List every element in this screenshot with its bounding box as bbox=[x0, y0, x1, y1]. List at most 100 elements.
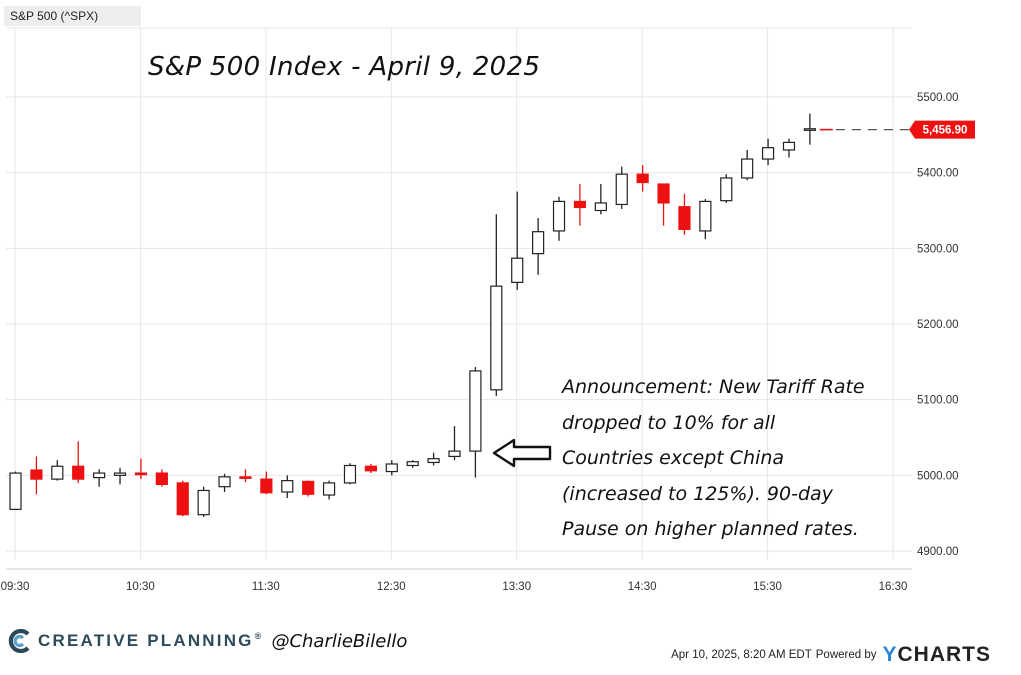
candle bbox=[573, 184, 587, 226]
y-tick-label: 5300.00 bbox=[917, 243, 959, 255]
candle-body bbox=[448, 450, 461, 458]
candle-body bbox=[761, 147, 775, 160]
y-tick-label: 5000.00 bbox=[917, 470, 959, 482]
candle bbox=[197, 486, 210, 517]
candle bbox=[9, 471, 22, 510]
creative-planning-brand: CREATIVE PLANNING® @CharlieBilello bbox=[8, 628, 407, 654]
candle-body bbox=[155, 472, 168, 486]
candle-body bbox=[260, 478, 273, 494]
y-tick-label: 4900.00 bbox=[917, 546, 959, 558]
candle-body bbox=[427, 458, 440, 464]
x-tick-label: 15:30 bbox=[753, 581, 782, 593]
candle-body bbox=[197, 489, 210, 516]
candle bbox=[385, 460, 398, 476]
y-axis: 4900.00 5000.00 5100.00 5200.00 5300.00 5400.… bbox=[917, 92, 959, 558]
candle-body bbox=[385, 463, 398, 473]
candle bbox=[364, 463, 377, 474]
x-tick-label: 11:30 bbox=[252, 581, 280, 593]
x-tick-label: 09:30 bbox=[1, 581, 30, 593]
brand-name: CREATIVE PLANNING® bbox=[38, 631, 263, 651]
chart-title: S&P 500 Index - April 9, 2025 bbox=[148, 52, 541, 82]
candle-body bbox=[343, 464, 357, 484]
candle-body bbox=[615, 173, 628, 206]
candle bbox=[322, 480, 336, 500]
ycharts-text: CHARTS bbox=[897, 643, 991, 666]
candle-body bbox=[72, 465, 85, 480]
candle bbox=[51, 460, 64, 481]
candle-body bbox=[93, 472, 106, 479]
last-price-badge bbox=[909, 120, 975, 139]
candle-body bbox=[302, 480, 315, 495]
candle-body bbox=[594, 202, 607, 212]
x-tick-label: 10:30 bbox=[126, 581, 155, 593]
candle bbox=[594, 184, 607, 215]
candle-body bbox=[782, 141, 796, 151]
candle bbox=[782, 138, 796, 158]
timestamp: Apr 10, 2025, 8:20 AM EDT bbox=[671, 649, 812, 661]
y-tick-label: 5400.00 bbox=[917, 168, 959, 180]
annotation-line: Pause on higher planned rates. bbox=[562, 518, 859, 540]
candle bbox=[218, 473, 231, 492]
candle-body bbox=[364, 465, 377, 472]
last-price-label: 5,456.90 bbox=[923, 125, 968, 137]
candle-body bbox=[636, 173, 649, 184]
candle bbox=[302, 480, 315, 497]
candle-series bbox=[9, 113, 816, 517]
ycharts-logo: YCHARTS bbox=[882, 643, 991, 667]
candle-body bbox=[51, 465, 64, 480]
candle bbox=[678, 193, 691, 235]
candle-body bbox=[657, 183, 670, 204]
tariff-annotation: Announcement: New Tariff Rate dropped to… bbox=[562, 370, 907, 548]
candle bbox=[532, 218, 545, 275]
candle bbox=[657, 183, 670, 226]
candle-body bbox=[134, 472, 148, 476]
candle bbox=[615, 166, 628, 209]
candle-body bbox=[490, 285, 503, 391]
y-tick-label: 5500.00 bbox=[917, 92, 959, 104]
candlestick-chart: 5,456.90 4900.00 5000.00 5100.00 5200.00 530… bbox=[1, 27, 975, 593]
candle-body bbox=[218, 476, 231, 488]
candle bbox=[406, 460, 419, 468]
candle-body bbox=[113, 472, 127, 476]
candle-body bbox=[741, 158, 754, 179]
annotation-line: (increased to 125%). 90-day bbox=[562, 482, 833, 505]
candle-body bbox=[322, 482, 336, 496]
candle-body bbox=[9, 472, 22, 510]
candle-body bbox=[573, 200, 587, 209]
brand-text: CREATIVE PLANNING bbox=[38, 631, 254, 650]
candle bbox=[761, 138, 775, 166]
candle bbox=[636, 165, 649, 192]
candle bbox=[343, 463, 357, 485]
candle-body bbox=[699, 200, 712, 232]
powered-by-label: Powered by bbox=[815, 649, 877, 661]
annotation-line: dropped to 10% for all bbox=[562, 411, 776, 434]
candle bbox=[803, 113, 816, 145]
candle bbox=[469, 367, 482, 478]
candle bbox=[552, 196, 566, 241]
last-price-marker: 5,456.90 bbox=[819, 120, 975, 139]
annotation-line: Countries except China bbox=[562, 447, 785, 469]
candle-body bbox=[552, 200, 566, 232]
annotation-arrow bbox=[492, 438, 552, 468]
candle bbox=[448, 426, 461, 461]
x-tick-label: 13:30 bbox=[502, 581, 531, 593]
candle bbox=[176, 480, 189, 517]
ticker-label: S&P 500 (^SPX) bbox=[4, 6, 141, 26]
candle bbox=[490, 214, 503, 396]
candle bbox=[741, 149, 754, 181]
left-arrow-icon bbox=[492, 438, 552, 468]
x-axis: 09:30 10:30 11:30 12:30 13:30 14:30 15:30 16:30 bbox=[1, 568, 912, 593]
candle bbox=[511, 191, 524, 290]
annotation-line: Announcement: New Tariff Rate bbox=[562, 376, 865, 398]
candle bbox=[427, 452, 440, 466]
candle bbox=[134, 458, 148, 480]
candle bbox=[93, 469, 106, 487]
footer-credits: Apr 10, 2025, 8:20 AM EDT Powered by YCH… bbox=[671, 643, 991, 667]
candle bbox=[155, 469, 168, 487]
candle-body bbox=[406, 461, 419, 467]
candle-body bbox=[532, 231, 545, 255]
candle bbox=[281, 475, 294, 499]
candle-body bbox=[678, 206, 691, 231]
candle bbox=[260, 471, 273, 495]
candle-body bbox=[176, 482, 189, 516]
